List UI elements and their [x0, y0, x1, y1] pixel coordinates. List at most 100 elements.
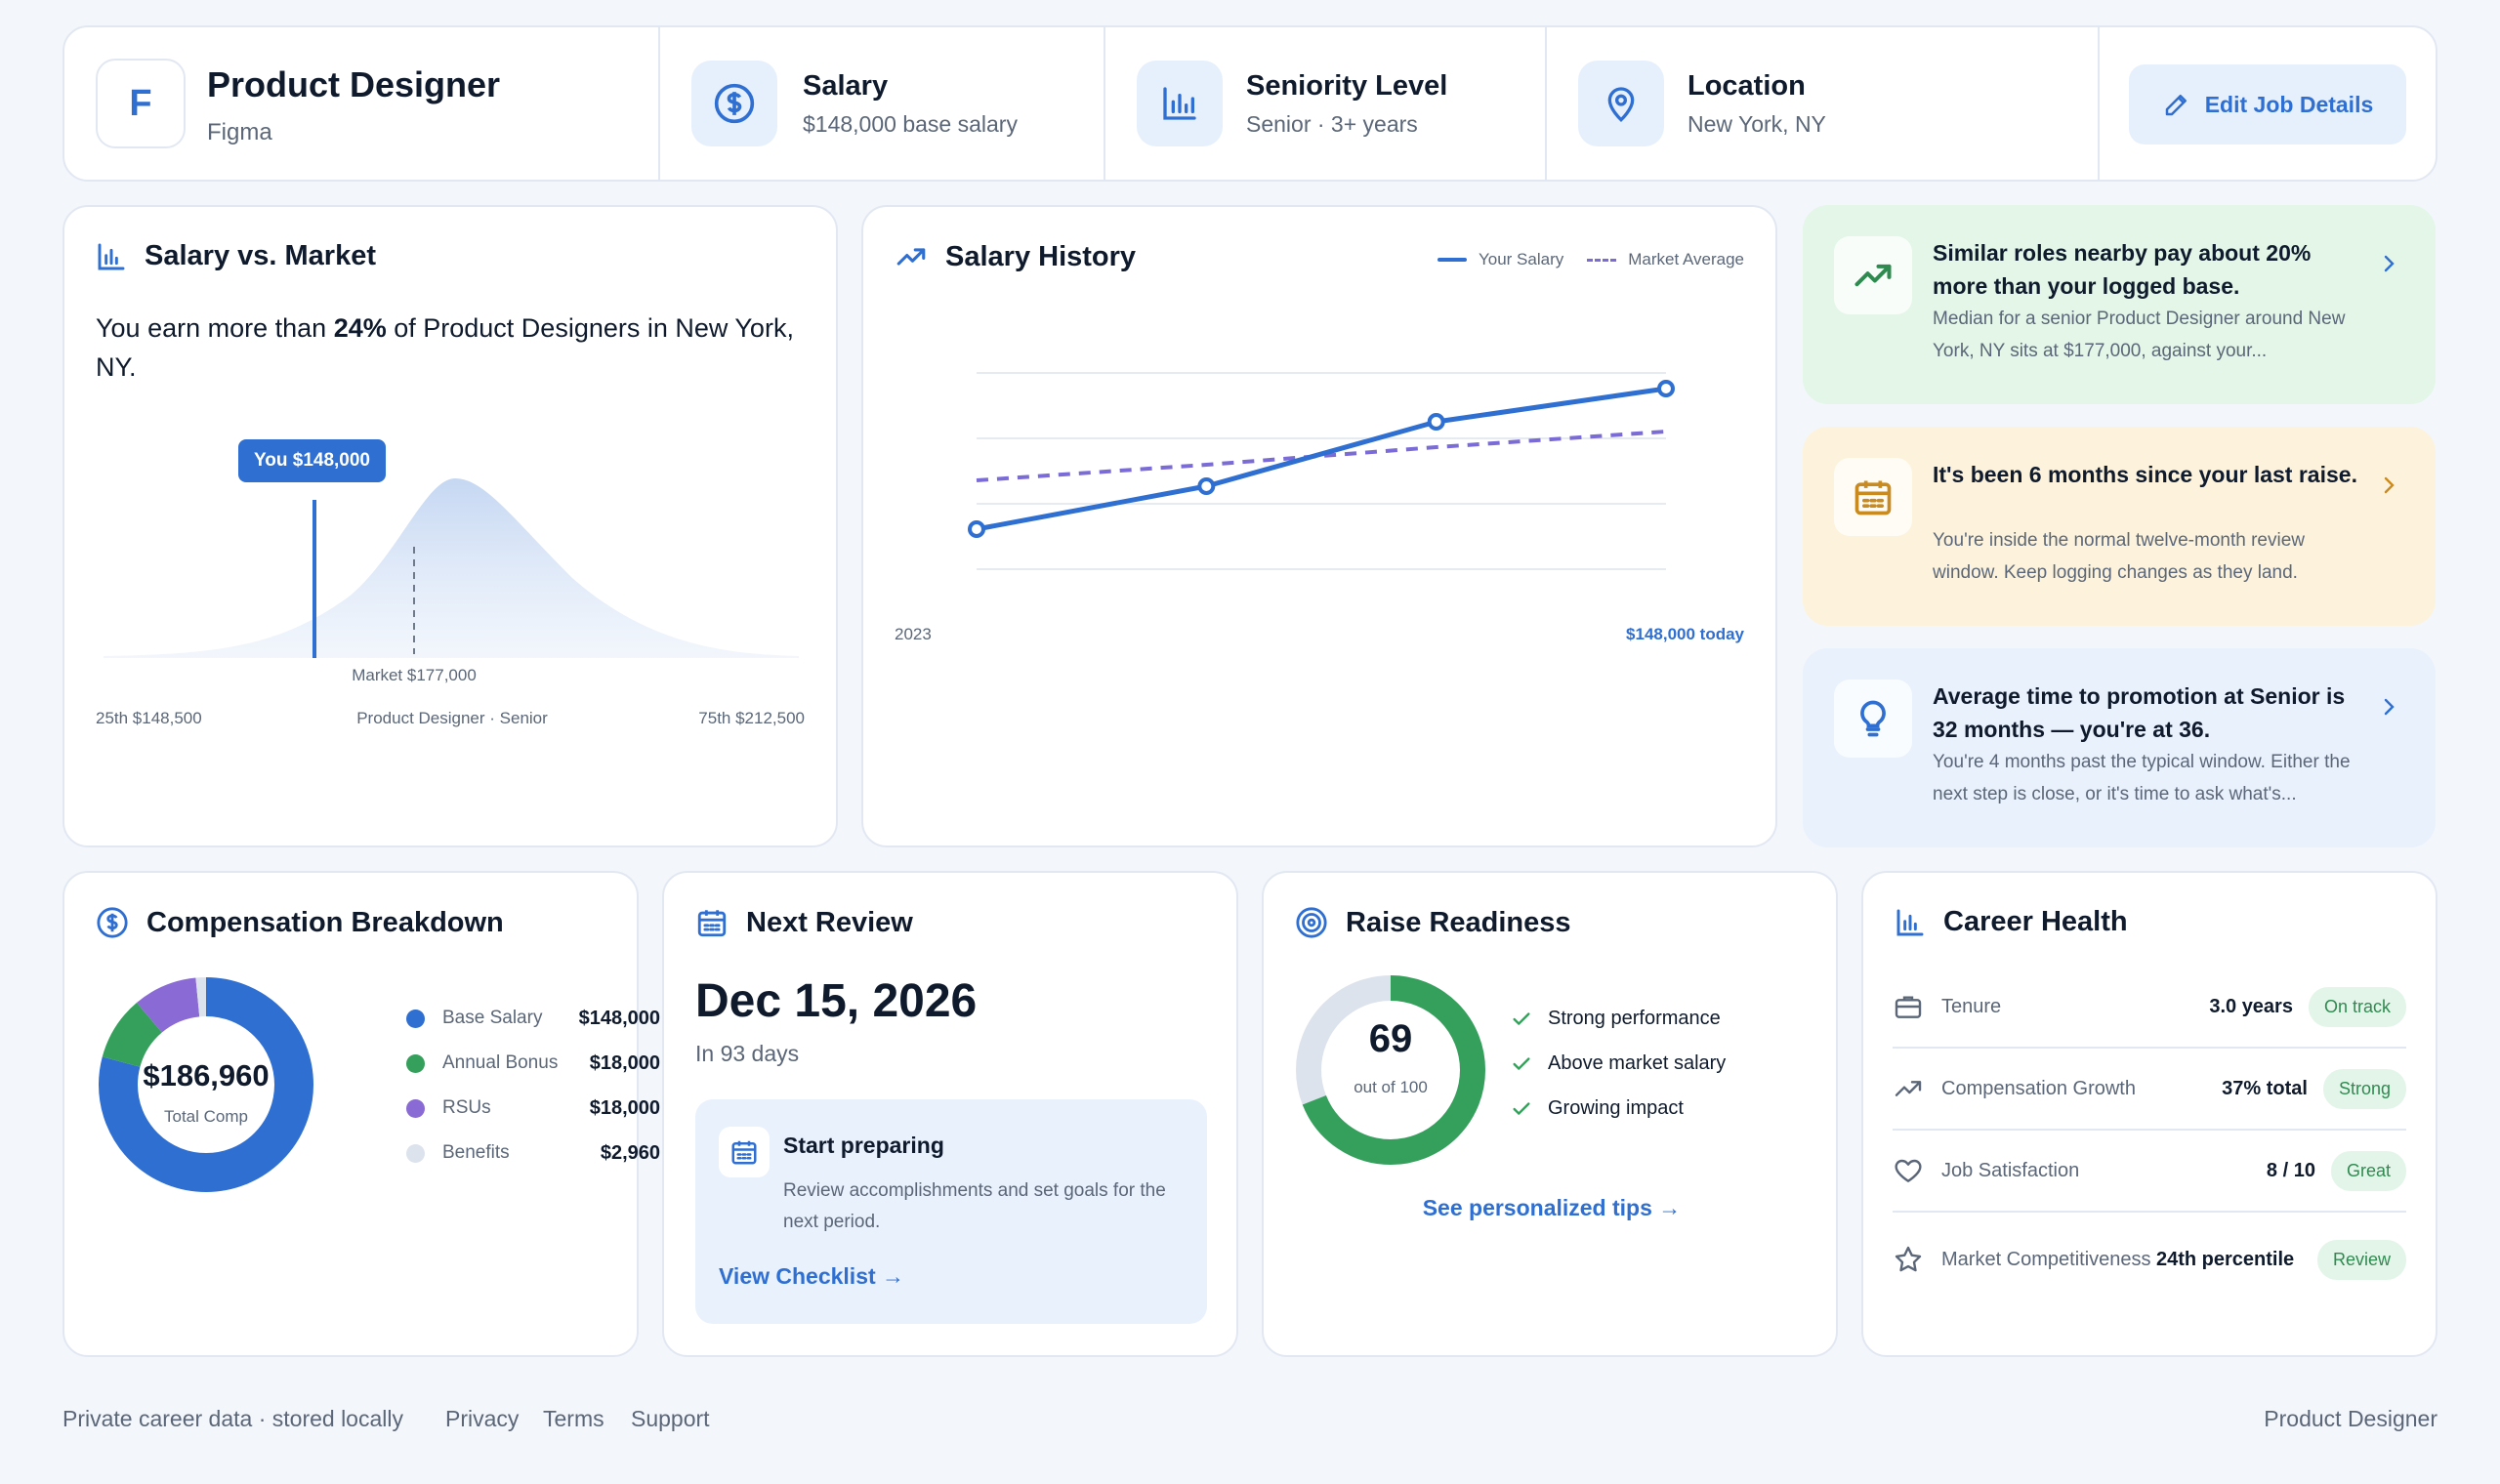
your-salary-tag: You $148,000 [238, 439, 387, 482]
legend-dot [406, 1053, 425, 1073]
salary-vs-market-card: Salary vs. Market You earn more than 24%… [62, 205, 838, 847]
health-row-job-satisfaction: Job Satisfaction 8 / 10 Great [1893, 1131, 2406, 1213]
compensation-donut-chart [99, 977, 313, 1192]
salary-distribution-chart [104, 478, 799, 658]
location-value: New York, NY [1688, 111, 1826, 137]
legend-market-average: Market Average [1628, 250, 1744, 268]
edit-job-details-button[interactable]: Edit Job Details [2129, 64, 2406, 144]
total-comp-value: $186,960 [143, 1058, 270, 1092]
salary-label: Salary [803, 70, 889, 102]
job-title: Product Designer [207, 64, 501, 104]
total-comp-label: Total Comp [164, 1107, 248, 1126]
trending-up-icon [1834, 236, 1912, 314]
calendar-icon [695, 906, 729, 939]
check-icon [1513, 1056, 1530, 1070]
edit-button-label: Edit Job Details [2204, 91, 2374, 117]
score-fill [1296, 975, 1485, 1165]
p25-label: 25th $148,500 [96, 709, 202, 727]
p75-label: 75th $212,500 [698, 709, 805, 727]
chart-legend: Your Salary Market Average [1437, 250, 1744, 269]
chevron-right-icon [2384, 698, 2395, 716]
your-salary-line [976, 386, 1667, 532]
history-end-label: $148,000 today [1626, 625, 1744, 643]
market-average-line [976, 430, 1667, 482]
bar-chart-icon [1895, 907, 1926, 938]
status-badge: Great [2330, 1150, 2406, 1191]
job-header: F Product Designer Figma Salary $148,000… [62, 25, 2438, 182]
card-title: Salary History [945, 240, 1137, 272]
lightbulb-icon [1834, 680, 1912, 758]
legend-benefits: Benefits $2,960 [406, 1138, 660, 1168]
insight-description: Median for a senior Product Designer aro… [1933, 309, 2346, 361]
card-title: Salary vs. Market [145, 240, 376, 271]
prep-panel: Start preparing Review accomplishments a… [695, 1099, 1207, 1324]
salary-point [1657, 380, 1675, 397]
calendar-icon [719, 1127, 770, 1177]
prep-title: Start preparing [783, 1133, 944, 1158]
personalized-tips-link[interactable]: See personalized tips → [1422, 1195, 1682, 1220]
chevron-right-icon [2384, 255, 2395, 272]
legend-swatch-dashed [1587, 258, 1617, 262]
legend-dot [406, 1009, 425, 1028]
legend-annual-bonus: Annual Bonus $18,000 [406, 1049, 660, 1078]
legend-dot [406, 1143, 425, 1163]
header-divider [1104, 27, 1105, 180]
bar-chart-icon [1137, 61, 1223, 146]
check-icon [1513, 1101, 1530, 1115]
view-checklist-link[interactable]: View Checklist → [719, 1263, 905, 1289]
insight-card-promotion[interactable]: Average time to promotion at Senior is 3… [1803, 648, 2436, 847]
health-row-tenure: Tenure 3.0 years On track [1893, 967, 2406, 1049]
insight-title: It's been 6 months since your last raise… [1933, 462, 2357, 487]
legend-base-salary: Base Salary $148,000 [406, 1004, 660, 1033]
raise-readiness-card: Raise Readiness 69 out of 100 Strong per… [1262, 871, 1838, 1357]
check-item: Growing impact [1511, 1097, 1684, 1120]
distribution-curve [104, 478, 799, 658]
market-summary: You earn more than 24% of Product Design… [96, 313, 794, 382]
star-icon [1895, 1246, 1922, 1272]
trending-up-icon [1895, 1081, 1922, 1096]
legend-dot [406, 1098, 425, 1118]
legend-rsus: RSUs $18,000 [406, 1093, 660, 1123]
header-divider [2098, 27, 2100, 180]
salary-history-chart [968, 372, 1675, 570]
trending-up-icon [895, 240, 928, 273]
footer-link-privacy[interactable]: Privacy [445, 1406, 520, 1431]
header-divider [658, 27, 660, 180]
pencil-icon [2162, 90, 2191, 119]
insight-title: Average time to promotion at Senior is 3… [1933, 683, 2346, 742]
salary-point [1427, 413, 1445, 431]
card-title: Raise Readiness [1346, 906, 1571, 938]
privacy-note: Private career data · stored locally [62, 1406, 403, 1431]
readiness-score-max: out of 100 [1354, 1078, 1428, 1096]
insight-card-last-raise[interactable]: It's been 6 months since your last raise… [1803, 427, 2436, 626]
map-pin-icon [1578, 61, 1664, 146]
company-logo: F [96, 59, 186, 148]
chevron-right-icon [2384, 476, 2395, 494]
status-badge: Strong [2322, 1068, 2406, 1109]
check-item: Above market salary [1511, 1052, 1726, 1075]
insight-description: You're inside the normal twelve-month re… [1933, 530, 2306, 583]
insight-title: Similar roles nearby pay about 20% more … [1933, 240, 2312, 299]
card-title: Next Review [746, 906, 913, 938]
target-icon [1295, 906, 1328, 939]
readiness-score: 69 [1368, 1017, 1413, 1060]
footer-product-name: Product Designer [2264, 1406, 2438, 1431]
footer-link-support[interactable]: Support [631, 1406, 710, 1431]
company-name: Figma [207, 119, 272, 145]
footer-link-terms[interactable]: Terms [543, 1406, 604, 1431]
insight-card-market-pay[interactable]: Similar roles nearby pay about 20% more … [1803, 205, 2436, 404]
legend-swatch-solid [1437, 258, 1467, 262]
review-countdown: In 93 days [695, 1041, 800, 1066]
card-title: Career Health [1943, 906, 2128, 937]
seniority-label: Seniority Level [1246, 70, 1448, 102]
health-row-market-competitiveness: Market Competitiveness 24th percentile R… [1893, 1213, 2406, 1306]
health-row-compensation-growth: Compensation Growth 37% total Strong [1893, 1049, 2406, 1131]
salary-value: $148,000 base salary [803, 111, 1018, 137]
seniority-value: Senior · 3+ years [1246, 111, 1418, 137]
check-icon [1513, 1011, 1530, 1025]
readiness-score-ring [1296, 975, 1485, 1165]
history-start-label: 2023 [895, 625, 932, 643]
status-badge: Review [2316, 1239, 2406, 1280]
briefcase-icon [1895, 996, 1922, 1018]
review-date: Dec 15, 2026 [695, 975, 978, 1027]
